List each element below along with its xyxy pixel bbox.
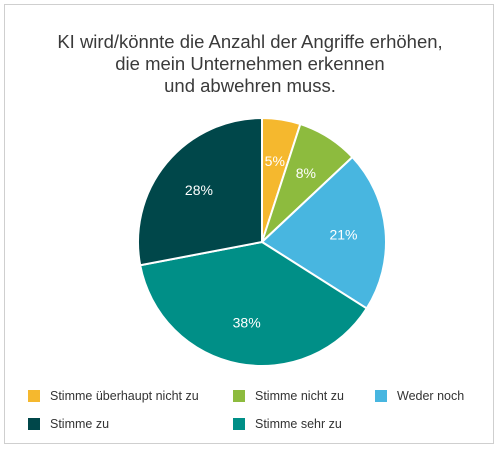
pie-slice-weder-noch	[260, 155, 387, 310]
chart-title-line-2: die mein Unternehmen erkennen	[115, 53, 385, 74]
pie-slice-stimme-sehr-zu	[139, 240, 369, 367]
chart-title-line-3: und abwehren muss.	[164, 75, 336, 96]
pie-label-stimme-nicht-zu: 8%	[296, 165, 316, 181]
pie-label-weder-noch: 21%	[329, 226, 357, 242]
pie-label-stimme-zu: 28%	[185, 182, 213, 198]
chart-title-line-1: KI wird/könnte die Anzahl der Angriffe e…	[57, 31, 443, 52]
pie-slice-stimme-zu	[137, 116, 263, 267]
chart-title: KI wird/könnte die Anzahl der Angriffe e…	[0, 31, 500, 97]
pie-label-stimme-ueberhaupt-nicht-zu: 5%	[265, 153, 285, 169]
pie-label-stimme-sehr-zu: 38%	[233, 314, 261, 330]
